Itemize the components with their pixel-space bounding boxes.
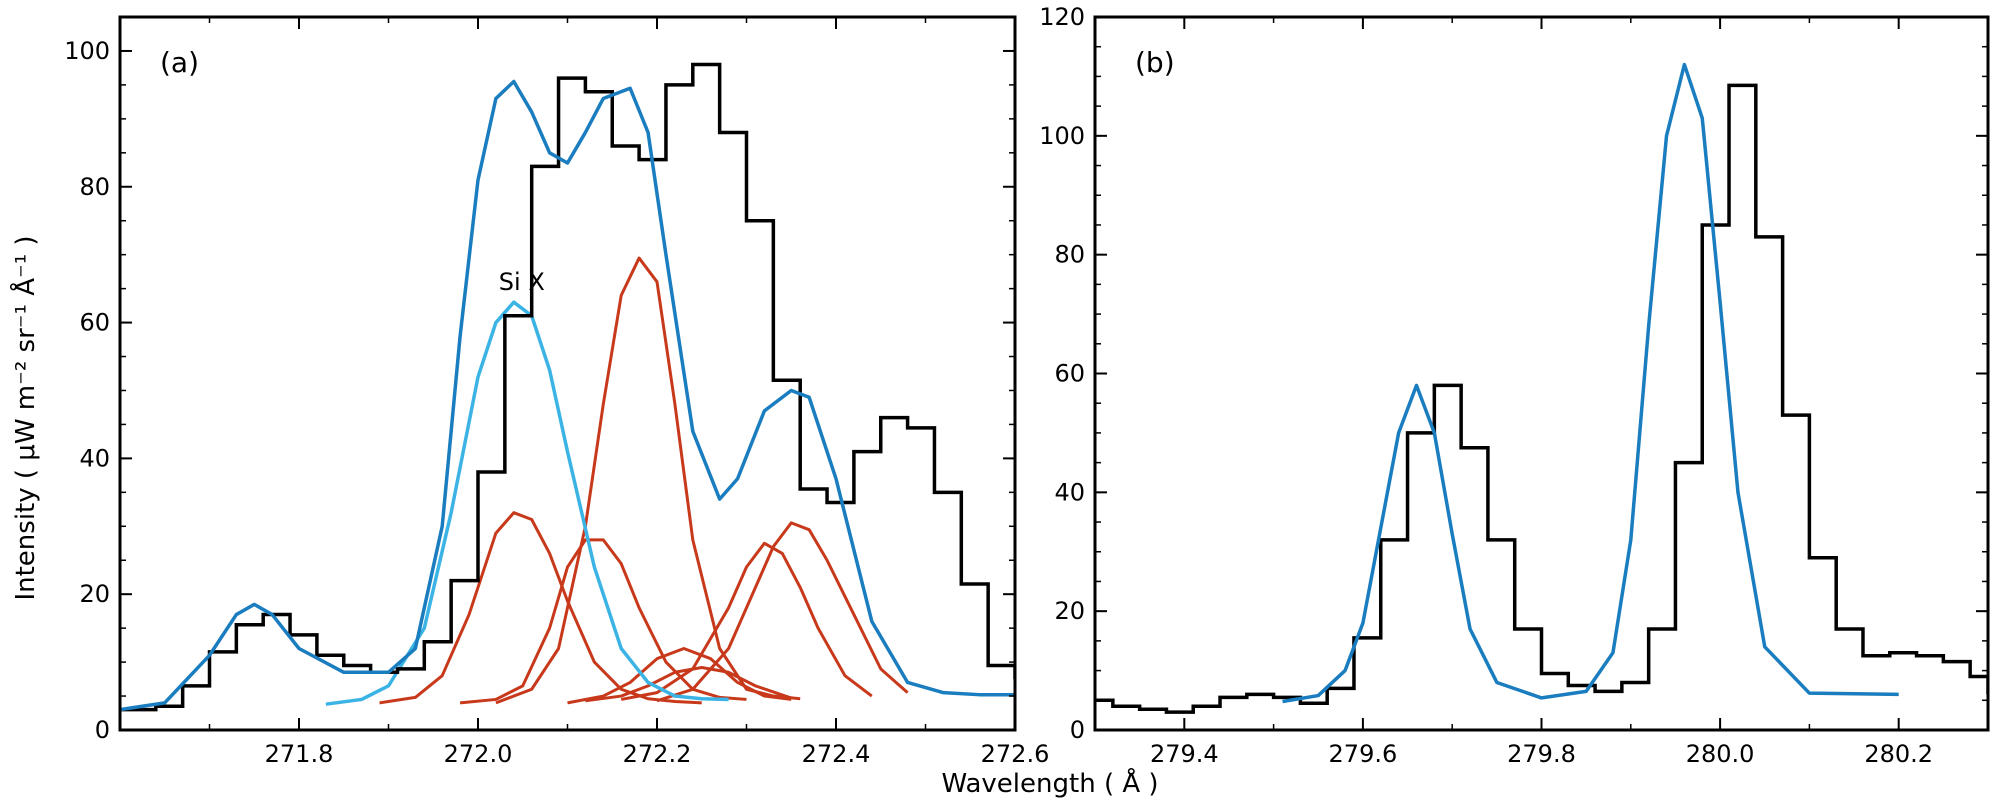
y-tick-label: 120 (1039, 3, 1085, 31)
axes-frame (1093, 15, 1990, 732)
axes-frame (118, 15, 1017, 732)
y-tick-label: 20 (79, 580, 110, 608)
blend-component-line (585, 666, 792, 703)
x-axis-title: Wavelength ( Å ) (941, 767, 1158, 799)
y-tick-label: 100 (64, 37, 110, 65)
y-tick-label: 60 (79, 309, 110, 337)
line-annotation: Si X (499, 268, 545, 296)
y-tick-label: 60 (1054, 360, 1085, 388)
x-tick-label: 279.6 (1329, 740, 1398, 768)
x-tick-label: 272.6 (981, 740, 1050, 768)
panel-a: 271.8 272.0 272.2 272.4 272.6 0 20 40 60 80 100 (a)… (64, 15, 1050, 768)
panel-b: 279.4 279.6 279.8 280.0 280.2 0 20 40 60 80 100 120… (1039, 3, 1990, 768)
x-tick-label: 280.0 (1686, 740, 1755, 768)
fit-line (1282, 62, 1899, 704)
y-tick-label: 0 (1070, 716, 1085, 744)
blend-component-line (495, 256, 801, 705)
x-tick-label: 272.0 (444, 740, 513, 768)
panel-label: (a) (160, 46, 199, 79)
plot-area (120, 62, 1015, 712)
x-tick-label: 271.8 (265, 740, 334, 768)
x-tick-label: 279.4 (1150, 740, 1219, 768)
panel-label: (b) (1135, 46, 1175, 79)
x-tick-label: 280.2 (1864, 740, 1933, 768)
y-tick-label: 0 (95, 716, 110, 744)
y-axis-title: Intensity ( μW m⁻² sr⁻¹ Å⁻¹ ) (9, 235, 41, 600)
y-tick-label: 20 (1054, 597, 1085, 625)
x-tick-label: 272.2 (623, 740, 692, 768)
plot-area (1095, 62, 1988, 714)
blend-component-line (379, 511, 702, 705)
blend-component-line (620, 541, 873, 701)
blend-component-line (567, 647, 792, 705)
x-tick-label: 272.4 (802, 740, 871, 768)
blend-component-line (656, 521, 909, 703)
y-tick-label: 100 (1039, 122, 1085, 150)
y-tick-label: 80 (79, 173, 110, 201)
observed-spectrum-line (120, 62, 1015, 712)
y-tick-label: 40 (79, 444, 110, 472)
fit-line (120, 79, 1015, 712)
x-tick-label: 279.8 (1507, 740, 1576, 768)
y-tick-label: 40 (1054, 478, 1085, 506)
observed-spectrum-line (1095, 83, 1988, 714)
y-tick-label: 80 (1054, 241, 1085, 269)
